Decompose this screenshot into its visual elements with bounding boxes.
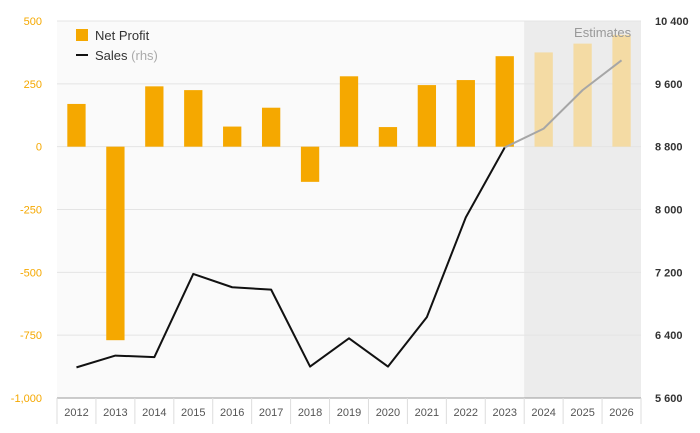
x-tick-label-2017: 2017 [259,407,283,419]
bar-net-profit-2023 [495,56,514,147]
bar-net-profit-2014 [145,86,164,147]
y-right-tick-label: 7 200 [655,267,683,279]
y-left-tick-label: 0 [36,142,42,154]
sales-line-actual [76,146,506,369]
bar-net-profit-2020 [378,127,398,147]
bar-net-profit-2019 [339,76,359,147]
sales-line-group [76,59,623,369]
bar-net-profit-2026 [612,34,631,147]
bar-net-profit-2025 [573,43,592,147]
sales-line-estimate [504,59,623,149]
y-right-tick-label: 8 000 [655,205,683,217]
x-tick-label-2024: 2024 [531,407,555,419]
bar-net-profit-2012 [67,103,86,147]
x-tick-label-2022: 2022 [454,407,478,419]
y-axis-left: 500 250 0 -250 -500 -750 -1,000 [11,16,42,405]
bar-net-profit-2018 [300,146,320,182]
legend-sales-name: Sales [95,48,128,63]
bar-net-profit-2017 [261,107,281,147]
y-left-tick-label: -250 [20,205,42,217]
y-right-tick-label: 9 600 [655,79,683,91]
bar-net-profit-2021 [417,85,437,147]
bar-net-profit-2016 [223,126,242,147]
y-left-tick-label: -1,000 [11,393,42,405]
y-left-tick-label: 250 [24,79,42,91]
y-right-tick-label: 8 800 [655,142,683,154]
x-tick-label-2014: 2014 [142,407,166,419]
y-axis-right: 10 400 9 600 8 800 8 000 7 200 6 400 5 600 [655,16,689,405]
y-left-tick-label: 500 [24,16,42,28]
x-tick-label-2012: 2012 [64,407,88,419]
x-tick-label-2016: 2016 [220,407,244,419]
bar-net-profit-2013 [106,146,125,341]
y-left-tick-label: -500 [20,267,42,279]
x-tick-label-2013: 2013 [103,407,127,419]
bar-net-profit-2015 [184,90,203,147]
legend-sales-suffix: (rhs) [131,48,158,63]
x-tick-label-2018: 2018 [298,407,322,419]
legend: Net Profit Sales (rhs) [76,28,158,63]
y-right-tick-label: 6 400 [655,330,683,342]
y-right-tick-label: 5 600 [655,393,683,405]
x-tick-label-2019: 2019 [337,407,361,419]
gridlines [57,20,641,336]
x-tick-label-2021: 2021 [415,407,439,419]
legend-sales-label: Sales (rhs) [95,48,158,63]
legend-net-profit-swatch [76,29,88,41]
y-left-tick-label: -750 [20,330,42,342]
x-axis: 2012 2013 2014 2015 2016 2017 2018 2019 2020 2021… [56,397,642,424]
x-tick-label-2015: 2015 [181,407,205,419]
x-tick-label-2025: 2025 [570,407,594,419]
x-tick-label-2026: 2026 [609,407,633,419]
x-tick-label-2023: 2023 [492,407,516,419]
x-tick-label-2020: 2020 [376,407,400,419]
bar-net-profit-2022 [456,80,475,147]
legend-net-profit-label: Net Profit [95,28,150,43]
y-right-tick-label: 10 400 [655,16,689,28]
estimates-label: Estimates [574,25,632,40]
